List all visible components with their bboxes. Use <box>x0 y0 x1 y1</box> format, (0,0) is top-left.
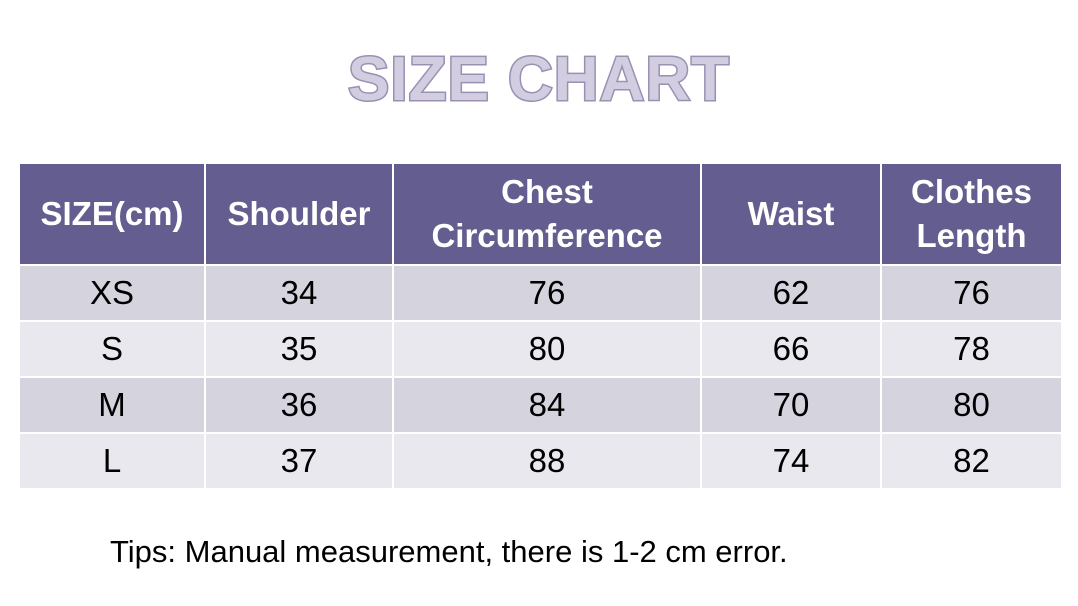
cell-waist: 70 <box>700 376 882 434</box>
cell-shoulder: 34 <box>204 264 394 322</box>
table-row: XS 34 76 62 76 <box>18 264 1063 322</box>
table-row: S 35 80 66 78 <box>18 320 1063 378</box>
cell-shoulder: 35 <box>204 320 394 378</box>
size-chart-table: SIZE(cm) Shoulder Chest Circumference Wa… <box>18 162 1063 490</box>
cell-chest: 80 <box>392 320 702 378</box>
cell-clothes-length: 80 <box>880 376 1063 434</box>
cell-size: XS <box>18 264 206 322</box>
table-row: M 36 84 70 80 <box>18 376 1063 434</box>
cell-size: S <box>18 320 206 378</box>
cell-clothes-length: 76 <box>880 264 1063 322</box>
cell-size: L <box>18 432 206 490</box>
table-header-row: SIZE(cm) Shoulder Chest Circumference Wa… <box>18 162 1063 266</box>
page-title: SIZE CHART <box>347 44 731 116</box>
cell-clothes-length: 82 <box>880 432 1063 490</box>
cell-shoulder: 37 <box>204 432 394 490</box>
cell-chest: 88 <box>392 432 702 490</box>
cell-shoulder: 36 <box>204 376 394 434</box>
header-waist: Waist <box>700 162 882 266</box>
cell-clothes-length: 78 <box>880 320 1063 378</box>
header-chest: Chest Circumference <box>392 162 702 266</box>
cell-waist: 66 <box>700 320 882 378</box>
tips-note: Tips: Manual measurement, there is 1-2 c… <box>110 534 788 569</box>
table-row: L 37 88 74 82 <box>18 432 1063 490</box>
header-shoulder: Shoulder <box>204 162 394 266</box>
cell-chest: 76 <box>392 264 702 322</box>
cell-size: M <box>18 376 206 434</box>
cell-waist: 62 <box>700 264 882 322</box>
header-size: SIZE(cm) <box>18 162 206 266</box>
header-clothes-length: Clothes Length <box>880 162 1063 266</box>
cell-waist: 74 <box>700 432 882 490</box>
cell-chest: 84 <box>392 376 702 434</box>
